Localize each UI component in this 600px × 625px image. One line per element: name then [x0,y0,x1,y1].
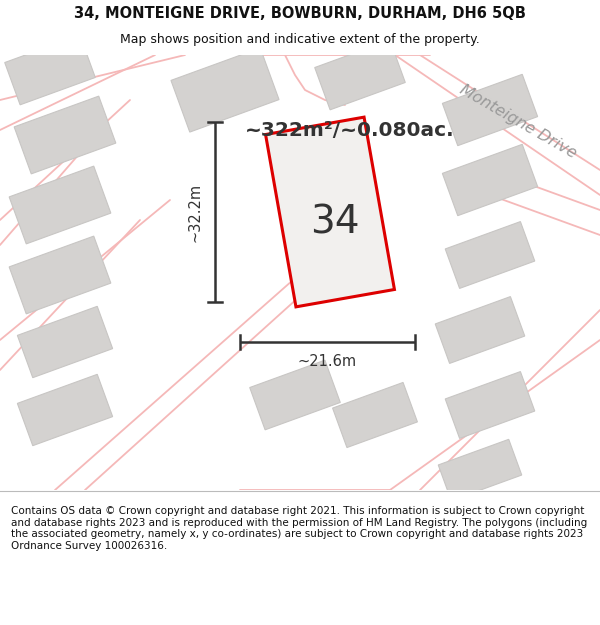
Polygon shape [332,382,418,448]
Text: Monteigne Drive: Monteigne Drive [457,82,579,162]
Text: Contains OS data © Crown copyright and database right 2021. This information is : Contains OS data © Crown copyright and d… [11,506,587,551]
Polygon shape [445,372,535,438]
Polygon shape [442,74,538,146]
Text: 34: 34 [310,203,360,241]
Text: ~32.2m: ~32.2m [187,182,203,241]
Polygon shape [266,117,394,307]
Polygon shape [14,96,116,174]
Polygon shape [442,144,538,216]
Text: ~322m²/~0.080ac.: ~322m²/~0.080ac. [245,121,455,139]
Polygon shape [9,166,111,244]
Polygon shape [250,360,340,430]
Polygon shape [435,297,525,363]
Polygon shape [315,40,405,110]
Polygon shape [9,236,111,314]
Polygon shape [438,439,522,501]
Text: Map shows position and indicative extent of the property.: Map shows position and indicative extent… [120,33,480,46]
Polygon shape [17,374,113,446]
Polygon shape [5,35,95,105]
Polygon shape [17,306,113,378]
Text: ~21.6m: ~21.6m [298,354,357,369]
Polygon shape [171,48,279,132]
Text: 34, MONTEIGNE DRIVE, BOWBURN, DURHAM, DH6 5QB: 34, MONTEIGNE DRIVE, BOWBURN, DURHAM, DH… [74,6,526,21]
Polygon shape [445,222,535,288]
